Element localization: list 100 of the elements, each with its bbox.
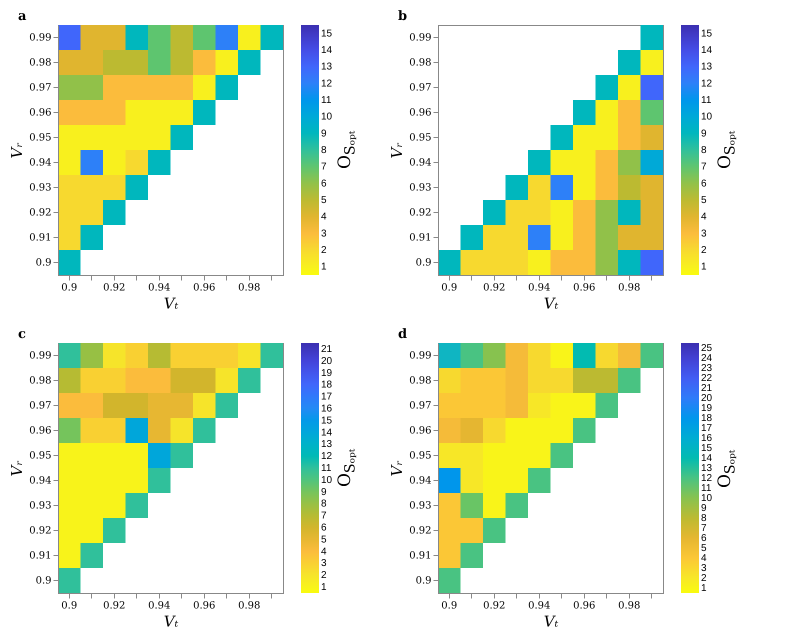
color-bar-label: 7 — [701, 162, 707, 173]
x-tick-label: 0.98 — [238, 600, 260, 612]
y-tick-label: 0.95 — [29, 132, 52, 144]
color-bar-label: 18 — [701, 413, 713, 424]
color-bar-label: 7 — [321, 162, 327, 173]
color-bar-label: 10 — [701, 112, 713, 123]
color-bar-label: 15 — [321, 415, 333, 426]
y-tick-label: 0.99 — [409, 350, 432, 362]
y-tick-label: 0.97 — [29, 400, 52, 412]
x-tick-label: 0.9 — [441, 600, 458, 612]
color-bar-label: 13 — [701, 463, 713, 474]
color-bar-label: 2 — [321, 245, 327, 256]
y-tick-label: 0.94 — [29, 476, 52, 486]
y-axis-title: Vᵣ — [388, 142, 406, 159]
y-tick-label: 0.9 — [416, 576, 432, 586]
color-bar-label: 15 — [701, 443, 713, 454]
x-tick-label: 0.94 — [528, 600, 550, 612]
color-bar-label: 5 — [321, 534, 327, 546]
color-bar-label: 17 — [701, 423, 713, 434]
color-bar-label: 13 — [321, 439, 333, 450]
y-tick-label: 0.93 — [409, 500, 432, 512]
y-tick-label: 0.9 — [36, 258, 52, 268]
x-tick-label: 0.98 — [618, 282, 640, 294]
y-tick-label: 0.94 — [409, 158, 432, 168]
color-bar-label: 2 — [701, 573, 707, 584]
color-bar-label: 14 — [321, 45, 333, 56]
color-bar-label: 7 — [701, 523, 707, 534]
color-bar-label: 9 — [701, 128, 707, 140]
y-axis-title: Vᵣ — [8, 460, 26, 477]
x-tick-label: 0.96 — [193, 600, 216, 612]
x-tick-label: 0.92 — [103, 600, 126, 612]
color-bar-label: 1 — [321, 262, 327, 273]
color-bar-label: 6 — [701, 178, 707, 190]
y-tick-label: 0.98 — [409, 58, 432, 68]
y-tick-label: 0.99 — [29, 350, 52, 362]
color-bar-label: 12 — [701, 78, 713, 90]
y-tick-label: 0.92 — [29, 208, 52, 218]
x-tick-label: 0.92 — [483, 282, 506, 294]
x-tick-label: 0.96 — [573, 282, 596, 294]
color-bar-label: 3 — [321, 558, 327, 570]
color-bar-label: 5 — [701, 543, 707, 554]
y-tick-label: 0.93 — [29, 500, 52, 512]
x-tick-label: 0.94 — [148, 600, 170, 612]
color-bar-label: 11 — [701, 483, 712, 494]
color-bar-label: 6 — [701, 533, 707, 544]
y-tick-label: 0.98 — [409, 376, 432, 386]
color-bar-label: 11 — [321, 95, 332, 106]
color-bar-label: 1 — [701, 262, 707, 273]
color-bar-label: 14 — [701, 453, 713, 464]
color-bar-label: 5 — [701, 195, 707, 206]
color-bar-label: 10 — [321, 112, 333, 123]
y-tick-label: 0.99 — [29, 32, 52, 44]
y-tick-label: 0.9 — [416, 258, 432, 268]
y-axis-title: Vᵣ — [8, 142, 26, 159]
color-bar-label: 15 — [321, 28, 333, 40]
y-tick-label: 0.94 — [409, 476, 432, 486]
color-bar-label: 20 — [701, 393, 713, 404]
x-tick-label: 0.94 — [528, 282, 550, 294]
color-bar-label: 3 — [321, 228, 327, 240]
chart-title: d — [398, 327, 408, 342]
color-bar-label: 8 — [701, 145, 707, 156]
y-tick-label: 0.9 — [36, 576, 52, 586]
color-bar-label: 8 — [701, 513, 707, 524]
color-bar-label: 8 — [321, 145, 327, 156]
y-tick-label: 0.91 — [29, 232, 52, 244]
color-bar-label: 20 — [321, 356, 333, 367]
color-bar-label: 17 — [321, 392, 333, 403]
y-tick-label: 0.91 — [29, 550, 52, 562]
color-bar-label: 9 — [701, 503, 707, 514]
color-bar-label: 1 — [321, 582, 327, 594]
color-bar-label: 22 — [701, 373, 713, 384]
y-tick-label: 0.99 — [409, 32, 432, 44]
x-tick-label: 0.9 — [61, 600, 78, 612]
color-bar-label: 16 — [701, 433, 713, 444]
x-tick-label: 0.92 — [483, 600, 506, 612]
x-tick-label: 0.92 — [103, 282, 126, 294]
color-bar-label: 12 — [321, 451, 333, 462]
y-tick-label: 0.96 — [29, 108, 52, 118]
x-tick-label: 0.96 — [573, 600, 596, 612]
y-tick-label: 0.98 — [29, 58, 52, 68]
color-bar-label: 13 — [701, 62, 713, 73]
color-bar-label: 9 — [321, 128, 327, 140]
color-bar-label: 1 — [701, 583, 707, 594]
y-tick-label: 0.91 — [409, 550, 432, 562]
x-axis-title: Vₜ — [164, 612, 179, 630]
color-bar-label: 2 — [321, 570, 327, 582]
y-tick-label: 0.97 — [409, 400, 432, 412]
color-bar-label: 21 — [321, 344, 333, 355]
color-bar-label: 8 — [321, 498, 327, 510]
y-tick-label: 0.92 — [409, 526, 432, 536]
color-bar-label: 4 — [701, 553, 707, 564]
y-tick-label: 0.93 — [29, 182, 52, 194]
color-bar-label: 5 — [321, 195, 327, 206]
y-tick-label: 0.94 — [29, 158, 52, 168]
y-axis-title: Vᵣ — [388, 460, 406, 477]
color-bar-label: 24 — [701, 353, 713, 364]
color-bar-label: 2 — [701, 245, 707, 256]
y-tick-label: 0.98 — [29, 376, 52, 386]
color-bar-label: 19 — [321, 368, 333, 379]
y-tick-label: 0.96 — [29, 426, 52, 436]
